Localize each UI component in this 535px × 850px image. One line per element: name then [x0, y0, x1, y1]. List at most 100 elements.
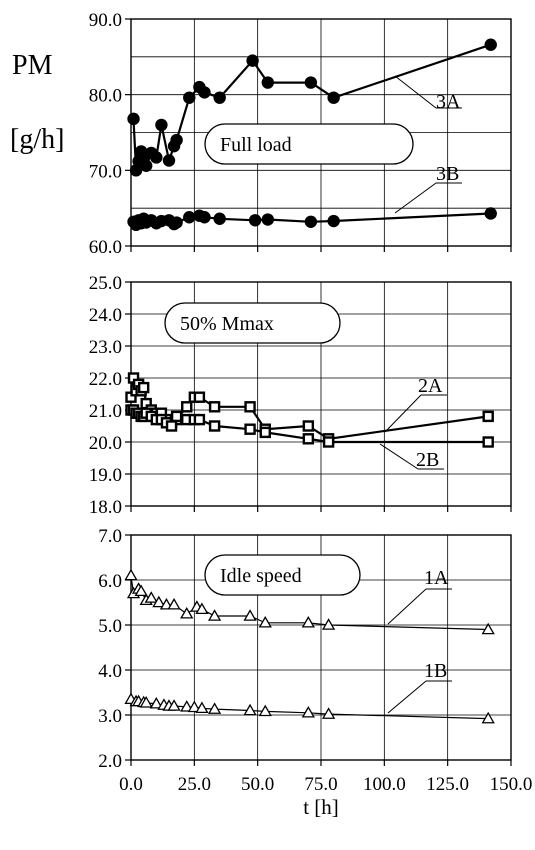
- y-axis-unit: [g/h]: [10, 124, 64, 155]
- y-tick-label: 60.0: [89, 237, 122, 258]
- data-point-2B: [165, 420, 178, 432]
- leader-line: [394, 75, 437, 109]
- data-point-1B: [180, 700, 194, 712]
- data-point-2B: [193, 413, 206, 426]
- data-point-3A: [162, 154, 176, 167]
- series-label: 1B: [424, 660, 447, 682]
- data-point-2B: [482, 436, 494, 448]
- y-tick-label: 80.0: [89, 86, 122, 107]
- data-point-3B: [261, 213, 274, 226]
- y-tick-label: 2.0: [98, 751, 122, 772]
- data-point-2B: [244, 423, 256, 435]
- annotation-text: 50% Mmax: [180, 313, 274, 335]
- data-point-3B: [183, 211, 196, 224]
- y-tick-label: 21.0: [89, 401, 122, 422]
- data-point-3B: [304, 215, 318, 228]
- y-tick-label: 7.0: [98, 526, 122, 547]
- annotation-text: Idle speed: [220, 565, 302, 587]
- data-point-3A: [198, 86, 211, 99]
- leader-line: [379, 443, 419, 470]
- data-point-1A: [301, 615, 315, 628]
- data-point-1A: [243, 609, 257, 621]
- data-point-2B: [170, 410, 183, 423]
- data-point-3A: [140, 159, 153, 172]
- x-tick-label: 25.0: [178, 774, 211, 795]
- data-point-3B: [170, 216, 183, 229]
- data-point-1B: [149, 696, 163, 709]
- data-point-2B: [302, 433, 315, 445]
- data-point-3B: [484, 207, 497, 220]
- annotation-text: Full load: [220, 134, 292, 156]
- panel-2: 18.0 19.0 20.0 21.0 22.0 23.0 24.0 25.0 50% Mmax…: [89, 273, 512, 518]
- x-tick-label: 150.0: [490, 774, 533, 795]
- data-point-1B: [187, 700, 201, 713]
- data-point-2A: [137, 381, 150, 394]
- data-point-1A: [180, 606, 194, 619]
- data-point-3A: [484, 38, 497, 51]
- y-tick-label: 24.0: [89, 305, 122, 326]
- panel-1: 60.0 70.0 80.0 90.0 Full load 3A 3B: [89, 10, 512, 258]
- annotation-box: [164, 302, 341, 344]
- series-label: 2A: [418, 375, 443, 397]
- y-tick-label: 5.0: [98, 616, 122, 637]
- data-point-3A: [150, 151, 163, 164]
- y-tick-label: 23.0: [89, 337, 122, 358]
- data-point-3B: [327, 214, 340, 228]
- data-point-2A: [302, 420, 315, 432]
- x-tick-label: 75.0: [304, 774, 337, 795]
- data-point-1A: [124, 568, 138, 581]
- data-point-3B: [248, 214, 262, 227]
- y-tick-label: 90.0: [89, 10, 122, 31]
- data-point-1B: [243, 703, 257, 716]
- leader-line: [384, 394, 422, 433]
- series-label: 3A: [436, 91, 461, 113]
- data-point-3A: [304, 76, 318, 89]
- y-tick-label: 3.0: [98, 706, 122, 727]
- data-point-1A: [134, 584, 148, 597]
- x-axis-title: t [h]: [303, 795, 339, 819]
- data-point-3A: [155, 118, 168, 132]
- panel-3: 2.0 3.0 4.0 5.0 6.0 7.0 Idle speed 1A 1B 0.0 25.0 5…: [98, 526, 532, 819]
- y-tick-label: 6.0: [98, 571, 122, 592]
- leader-line: [394, 182, 437, 214]
- data-point-2A: [181, 401, 193, 413]
- data-point-1B: [301, 705, 315, 718]
- y-tick-label: 20.0: [89, 433, 122, 454]
- data-point-3A: [327, 91, 340, 104]
- data-point-1A: [258, 615, 272, 628]
- data-point-1A: [152, 595, 166, 608]
- data-point-2A: [482, 410, 494, 423]
- data-point-1B: [195, 701, 209, 714]
- data-point-2A: [193, 391, 206, 403]
- data-point-2B: [322, 436, 335, 448]
- data-point-1B: [321, 707, 336, 719]
- y-tick-label: 4.0: [98, 661, 122, 682]
- data-point-2B: [208, 420, 221, 432]
- data-point-1B: [207, 702, 222, 714]
- y-tick-label: 19.0: [89, 465, 122, 486]
- data-point-3A: [213, 91, 226, 104]
- leader-line: [387, 680, 427, 714]
- data-point-1A: [321, 618, 336, 630]
- leader-line: [387, 588, 427, 625]
- x-tick-label: 50.0: [241, 774, 274, 795]
- data-point-3B: [198, 211, 211, 224]
- data-point-1A: [207, 609, 222, 621]
- data-point-3A: [170, 133, 183, 147]
- series-label: 2B: [416, 449, 439, 471]
- y-tick-label: 22.0: [89, 369, 122, 390]
- series-label: 1A: [424, 567, 449, 589]
- y-tick-label: 70.0: [89, 161, 122, 182]
- series-label: 3B: [436, 163, 459, 185]
- y-axis-quantity: PM: [12, 50, 53, 81]
- y-tick-label: 18.0: [89, 497, 122, 518]
- x-tick-label: 100.0: [363, 774, 406, 795]
- data-point-1A: [195, 602, 209, 615]
- data-point-1A: [481, 622, 495, 635]
- data-point-3B: [213, 212, 226, 225]
- data-point-1A: [167, 597, 181, 610]
- data-point-3A: [261, 76, 274, 89]
- x-tick-label: 0.0: [119, 774, 143, 795]
- x-tick-label: 125.0: [426, 774, 469, 795]
